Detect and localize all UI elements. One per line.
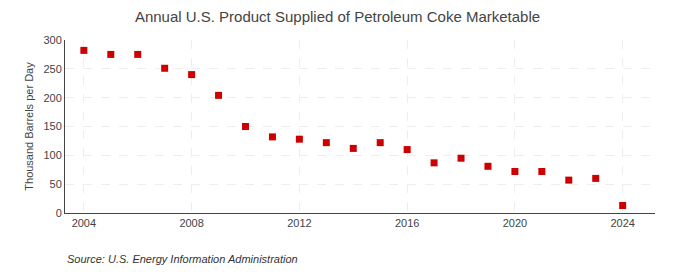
svg-text:50: 50	[50, 178, 62, 190]
svg-text:2012: 2012	[287, 217, 311, 229]
svg-text:300: 300	[43, 34, 61, 46]
svg-text:2004: 2004	[72, 217, 96, 229]
svg-text:Thousand Barrels per Day: Thousand Barrels per Day	[23, 62, 35, 191]
svg-text:2020: 2020	[503, 217, 527, 229]
svg-text:0: 0	[56, 207, 62, 219]
svg-text:2016: 2016	[395, 217, 419, 229]
svg-text:2024: 2024	[610, 217, 634, 229]
svg-text:150: 150	[43, 120, 61, 132]
svg-text:250: 250	[43, 63, 61, 75]
svg-text:2008: 2008	[179, 217, 203, 229]
svg-text:200: 200	[43, 92, 61, 104]
svg-text:100: 100	[43, 149, 61, 161]
svg-text:Annual U.S. Product Supplied o: Annual U.S. Product Supplied of Petroleu…	[135, 8, 540, 25]
svg-text:Source: U.S. Energy Informatio: Source: U.S. Energy Information Administ…	[67, 253, 298, 265]
